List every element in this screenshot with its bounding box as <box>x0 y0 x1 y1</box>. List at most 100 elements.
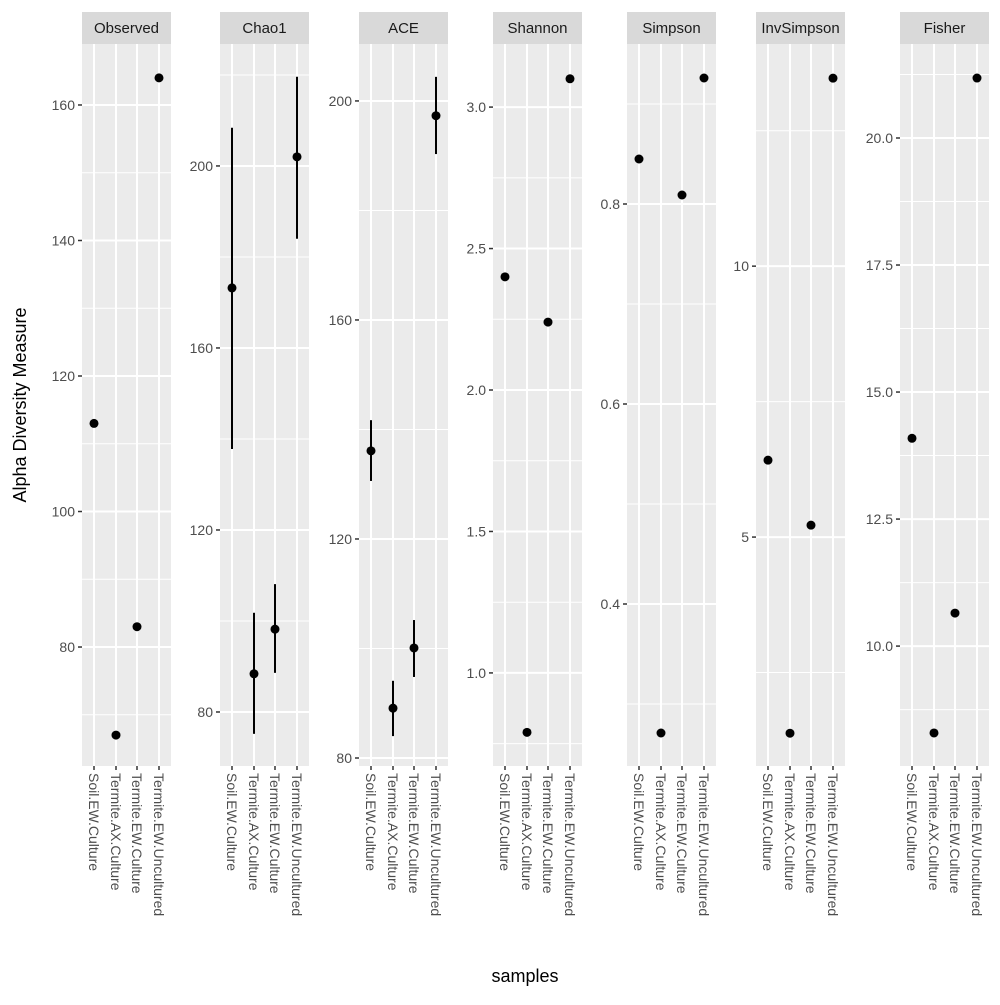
facet-strip <box>493 12 582 44</box>
x-tick-label: Termite.EW.Uncultured <box>562 773 578 916</box>
x-tick-label: Soil.EW.Culture <box>904 773 920 871</box>
data-point <box>950 608 960 618</box>
panel-background <box>756 44 845 766</box>
panel-background <box>82 44 171 766</box>
data-point <box>500 272 510 282</box>
facet-panel-observed: Observed 80 100 120 140 160 Soil.EW.Culture Ter… <box>52 12 171 916</box>
data-point <box>366 446 376 456</box>
y-tick-label: 160 <box>190 340 214 356</box>
data-point <box>699 73 709 83</box>
y-tick-label: 20.0 <box>866 130 893 146</box>
y-tick-label: 80 <box>197 704 213 720</box>
y-tick-label: 15.0 <box>866 384 893 400</box>
facet-panel-simpson: Simpson 0.4 0.6 0.8 Soil.EW.Culture Termite.A… <box>601 12 716 916</box>
facet-panel-chao1: Chao1 80 120 160 200 Soil.EW.Culture Termite.A… <box>190 12 309 916</box>
facet-strip-label: Simpson <box>642 20 700 37</box>
x-tick-label: Termite.EW.Culture <box>540 773 556 894</box>
x-tick-label: Soil.EW.Culture <box>86 773 102 871</box>
data-point <box>154 73 164 83</box>
x-tick-label: Termite.EW.Culture <box>803 773 819 894</box>
y-tick-label: 3.0 <box>467 99 487 115</box>
facet-strip-label: Shannon <box>507 20 567 37</box>
data-point <box>763 455 773 465</box>
x-tick-label: Soil.EW.Culture <box>497 773 513 871</box>
data-point <box>249 669 259 679</box>
y-tick-label: 10.0 <box>866 638 893 654</box>
x-axis-title: samples <box>491 966 558 986</box>
y-tick-label: 0.4 <box>601 596 621 612</box>
data-point <box>806 520 816 530</box>
x-tick-label: Termite.AX.Culture <box>653 773 669 891</box>
facet-strip <box>627 12 716 44</box>
data-point <box>543 317 553 327</box>
y-tick-label: 80 <box>336 750 352 766</box>
data-point <box>132 622 142 632</box>
y-tick-label: 1.0 <box>467 665 487 681</box>
facet-panel-fisher: Fisher 10.0 12.5 15.0 17.5 20.0 Soil.EW.Cultur… <box>866 12 989 916</box>
y-tick-label: 200 <box>190 158 214 174</box>
facet-strip-label: Fisher <box>924 20 966 37</box>
panel-background <box>359 44 448 766</box>
y-tick-label: 140 <box>52 232 76 248</box>
data-point <box>431 111 441 121</box>
facet-strip <box>756 12 845 44</box>
data-point <box>522 727 532 737</box>
y-tick-label: 100 <box>52 504 76 520</box>
x-tick-label: Termite.AX.Culture <box>385 773 401 891</box>
y-tick-label: 2.0 <box>467 382 487 398</box>
y-tick-label: 12.5 <box>866 511 893 527</box>
data-point <box>409 643 419 653</box>
data-point <box>388 703 398 713</box>
facet-strip <box>900 12 989 44</box>
facet-panel-invsimpson: InvSimpson 5 10 Soil.EW.Culture Termite.AX.C… <box>733 12 845 916</box>
y-tick-label: 5 <box>741 529 749 545</box>
x-tick-label: Termite.AX.Culture <box>782 773 798 891</box>
data-point <box>972 73 982 83</box>
facet-strip <box>82 12 171 44</box>
data-point <box>828 73 838 83</box>
y-tick-label: 80 <box>59 639 75 655</box>
x-tick-label: Termite.EW.Culture <box>947 773 963 894</box>
y-tick-label: 0.8 <box>601 196 621 212</box>
x-tick-label: Termite.EW.Uncultured <box>289 773 305 916</box>
data-point <box>227 283 237 293</box>
x-tick-label: Soil.EW.Culture <box>760 773 776 871</box>
x-tick-label: Soil.EW.Culture <box>631 773 647 871</box>
facet-strip-label: InvSimpson <box>761 20 839 37</box>
x-tick-label: Termite.EW.Culture <box>406 773 422 894</box>
y-tick-label: 10 <box>733 258 749 274</box>
facet-strip-label: Observed <box>94 20 159 37</box>
y-tick-label: 120 <box>52 368 76 384</box>
y-tick-label: 200 <box>329 93 353 109</box>
y-tick-label: 17.5 <box>866 257 893 273</box>
x-tick-label: Termite.EW.Uncultured <box>969 773 985 916</box>
panel-background <box>900 44 989 766</box>
data-point <box>929 728 939 738</box>
x-tick-label: Termite.EW.Uncultured <box>825 773 841 916</box>
y-tick-label: 0.6 <box>601 396 621 412</box>
panel-background <box>493 44 582 766</box>
data-point <box>111 730 121 740</box>
x-tick-label: Termite.AX.Culture <box>519 773 535 891</box>
x-tick-label: Soil.EW.Culture <box>224 773 240 871</box>
x-tick-label: Termite.EW.Culture <box>129 773 145 894</box>
data-point <box>270 624 280 634</box>
facet-panel-shannon: Shannon 1.0 1.5 2.0 2.5 3.0 Soil.EW.Culture Ter… <box>467 12 582 916</box>
x-tick-label: Termite.EW.Uncultured <box>428 773 444 916</box>
y-tick-label: 1.5 <box>467 523 487 539</box>
data-point <box>907 433 917 443</box>
y-axis-title: Alpha Diversity Measure <box>10 307 30 502</box>
x-tick-label: Termite.EW.Uncultured <box>696 773 712 916</box>
data-point <box>785 728 795 738</box>
x-tick-label: Termite.EW.Uncultured <box>151 773 167 916</box>
y-tick-label: 120 <box>190 522 214 538</box>
data-point <box>292 152 302 162</box>
x-tick-label: Soil.EW.Culture <box>363 773 379 871</box>
x-tick-label: Termite.EW.Culture <box>674 773 690 894</box>
y-tick-label: 160 <box>329 312 353 328</box>
y-tick-label: 2.5 <box>467 241 487 257</box>
data-point <box>565 74 575 84</box>
x-tick-label: Termite.EW.Culture <box>267 773 283 894</box>
